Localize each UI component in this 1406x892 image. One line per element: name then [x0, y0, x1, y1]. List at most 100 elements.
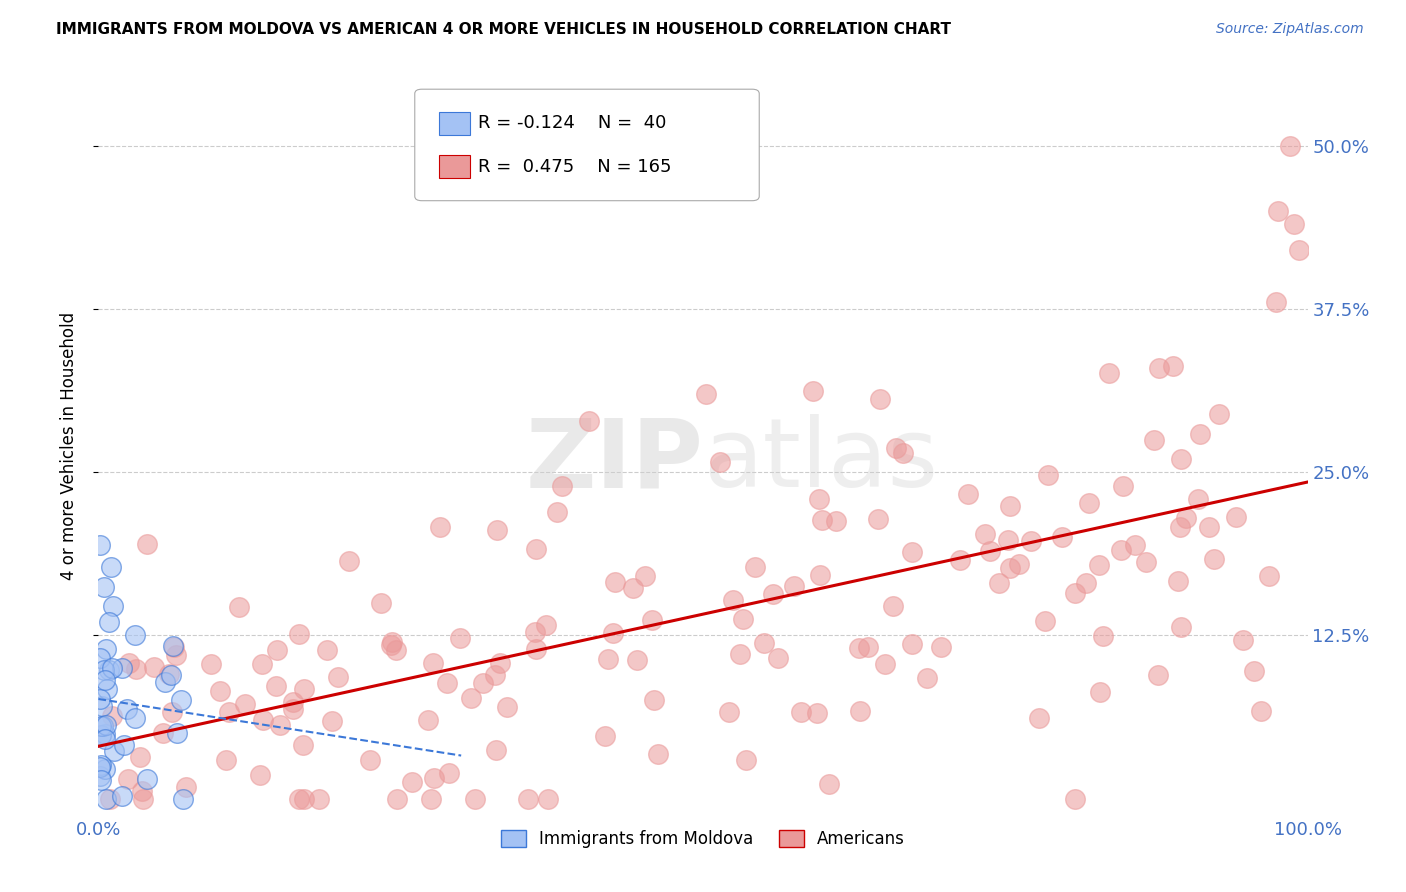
Point: [111, 789, 134, 803]
Point: [593, 729, 616, 743]
Point: [281, 701, 304, 715]
Point: [235, 697, 257, 711]
Point: [422, 656, 444, 670]
Point: [200, 657, 222, 671]
Point: [117, 701, 139, 715]
Point: [162, 639, 184, 653]
Point: [252, 714, 274, 728]
Point: [228, 599, 250, 614]
Text: R =  0.475    N = 165: R = 0.475 N = 165: [478, 158, 672, 176]
Point: [142, 660, 165, 674]
Point: [292, 791, 315, 805]
Point: [1243, 664, 1265, 678]
Point: [997, 533, 1019, 547]
Point: [112, 738, 135, 752]
Point: [98, 615, 121, 630]
Point: [281, 694, 304, 708]
Point: [89, 769, 111, 783]
Point: [169, 693, 191, 707]
Point: [643, 693, 665, 707]
Point: [949, 553, 972, 567]
Point: [288, 791, 311, 805]
Point: [1088, 558, 1111, 572]
Point: [534, 617, 557, 632]
Point: [484, 668, 506, 682]
Point: [1076, 575, 1098, 590]
Point: [249, 768, 271, 782]
Point: [806, 706, 828, 721]
Point: [291, 738, 314, 752]
Point: [858, 640, 880, 655]
Point: [1168, 520, 1191, 534]
Point: [381, 635, 404, 649]
Point: [1077, 496, 1099, 510]
Point: [1098, 367, 1121, 381]
Point: [370, 596, 392, 610]
Point: [717, 705, 740, 719]
Point: [602, 626, 624, 640]
Point: [495, 700, 517, 714]
Point: [744, 560, 766, 574]
Point: [380, 638, 402, 652]
Point: [783, 579, 806, 593]
Point: [163, 640, 186, 654]
Point: [1288, 243, 1310, 257]
Point: [1225, 510, 1247, 524]
Point: [1208, 407, 1230, 421]
Point: [423, 772, 446, 786]
Point: [166, 726, 188, 740]
Point: [98, 791, 121, 805]
Point: [578, 414, 600, 428]
Point: [1123, 538, 1146, 552]
Point: [416, 714, 439, 728]
Point: [901, 636, 924, 650]
Point: [460, 690, 482, 705]
Point: [449, 631, 471, 645]
Point: [172, 791, 194, 805]
Point: [215, 753, 238, 767]
Point: [526, 641, 548, 656]
Point: [957, 487, 980, 501]
Point: [1088, 685, 1111, 699]
Point: [1109, 543, 1132, 558]
Point: [1000, 499, 1022, 513]
Point: [419, 791, 441, 805]
Point: [90, 698, 112, 713]
Point: [723, 593, 745, 607]
Point: [131, 784, 153, 798]
Point: [869, 392, 891, 407]
Point: [308, 791, 330, 805]
Point: [160, 668, 183, 682]
Text: Source: ZipAtlas.com: Source: ZipAtlas.com: [1216, 22, 1364, 37]
Point: [90, 719, 112, 733]
Point: [136, 536, 159, 550]
Point: [1175, 510, 1198, 524]
Text: atlas: atlas: [703, 414, 938, 508]
Point: [111, 661, 134, 675]
Point: [1232, 632, 1254, 647]
Point: [100, 560, 122, 574]
Point: [287, 627, 309, 641]
Point: [485, 742, 508, 756]
Point: [1028, 711, 1050, 725]
Point: [1008, 558, 1031, 572]
Point: [973, 526, 995, 541]
Point: [762, 587, 785, 601]
Point: [546, 505, 568, 519]
Point: [101, 661, 124, 675]
Point: [166, 648, 188, 662]
Point: [633, 569, 655, 583]
Point: [766, 651, 789, 665]
Point: [359, 753, 381, 767]
Point: [387, 791, 409, 805]
Point: [1250, 704, 1272, 718]
Point: [790, 705, 813, 719]
Point: [884, 441, 907, 455]
Point: [486, 523, 509, 537]
Point: [1147, 668, 1170, 682]
Point: [849, 704, 872, 718]
Point: [315, 643, 337, 657]
Point: [1267, 203, 1289, 218]
Point: [1143, 434, 1166, 448]
Text: IMMIGRANTS FROM MOLDOVA VS AMERICAN 4 OR MORE VEHICLES IN HOUSEHOLD CORRELATION : IMMIGRANTS FROM MOLDOVA VS AMERICAN 4 OR…: [56, 22, 952, 37]
